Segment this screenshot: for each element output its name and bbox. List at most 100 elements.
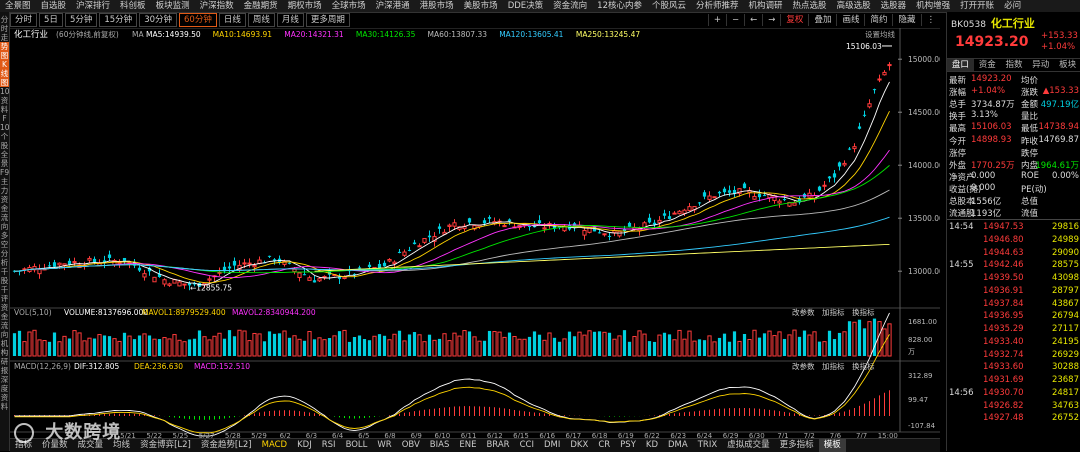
period-0[interactable]: 分时 (10, 13, 38, 27)
left-rail-char-1[interactable]: 时 (0, 24, 9, 33)
quote-tab-1[interactable]: 资金 (978, 60, 996, 70)
indicator-tab-16[interactable]: DMI (543, 440, 561, 450)
left-rail-char-6[interactable]: 线 (0, 69, 9, 78)
left-rail-char-2[interactable]: 走 (0, 33, 9, 42)
simple-mode-button[interactable]: 简约 (864, 14, 892, 26)
left-rail-char-13[interactable]: 个 (0, 132, 9, 141)
left-rail-char-23[interactable]: 向 (0, 222, 9, 231)
left-rail-char-37[interactable]: 构 (0, 348, 9, 357)
menu-item-7[interactable]: 期权市场 (287, 1, 322, 11)
indicator-tab-20[interactable]: KD (645, 440, 659, 450)
indicator-tab-0[interactable]: 指标 (15, 440, 33, 450)
left-rail-char-0[interactable]: 分 (0, 15, 9, 24)
indicator-tab-17[interactable]: DKX (570, 440, 589, 450)
indicator-tab-10[interactable]: WR (377, 440, 392, 450)
indicator-tab-22[interactable]: TRIX (697, 440, 718, 450)
indicator-tab-5[interactable]: 资金趋势[L2] (200, 440, 252, 450)
zoom-in-button[interactable]: + (707, 14, 726, 26)
left-rail-char-8[interactable]: 10 (0, 87, 10, 96)
menu-item-17[interactable]: 机构调研 (748, 1, 783, 11)
period-6[interactable]: 日线 (218, 13, 246, 27)
left-rail-char-27[interactable]: 析 (0, 258, 9, 267)
menu-item-4[interactable]: 板块监测 (155, 1, 190, 11)
left-rail-char-14[interactable]: 股 (0, 141, 9, 150)
hide-button[interactable]: 隐藏 (892, 14, 920, 26)
prev-button[interactable]: ← (744, 14, 762, 26)
zoom-out-button[interactable]: − (726, 14, 744, 26)
menu-item-23[interactable]: 必问 (1004, 1, 1022, 11)
indicator-tab-3[interactable]: 均线 (113, 440, 131, 450)
indicator-tab-25[interactable]: 模板 (818, 439, 846, 452)
indicator-tab-13[interactable]: ENE (459, 440, 477, 450)
menu-item-9[interactable]: 沪深港通 (375, 1, 410, 11)
left-rail-char-9[interactable]: 资 (0, 96, 9, 105)
left-rail-char-34[interactable]: 流 (0, 321, 9, 330)
indicator-tab-8[interactable]: RSI (321, 440, 336, 450)
left-rail-char-40[interactable]: 深 (0, 375, 9, 384)
menu-item-22[interactable]: 打开开账 (960, 1, 995, 11)
period-2[interactable]: 5分钟 (64, 13, 98, 27)
period-5[interactable]: 60分钟 (179, 13, 217, 27)
menu-item-15[interactable]: 个股风云 (652, 1, 687, 11)
left-rail-char-41[interactable]: 度 (0, 384, 9, 393)
left-rail-char-33[interactable]: 金 (0, 312, 9, 321)
left-rail-char-24[interactable]: 多 (0, 231, 9, 240)
indicator-tab-15[interactable]: CCI (519, 440, 534, 450)
kline-chart[interactable]: 15000.00 14500.00 14000.00 13500.00 13000.00… (10, 28, 940, 438)
indicator-tab-21[interactable]: DMA (668, 440, 688, 450)
menu-item-19[interactable]: 高级选股 (836, 1, 871, 11)
menu-item-16[interactable]: 分析师推荐 (696, 1, 739, 11)
left-rail-char-15[interactable]: 全 (0, 150, 9, 159)
period-9[interactable]: 更多周期 (305, 13, 350, 27)
left-rail-char-31[interactable]: 评 (0, 294, 9, 303)
period-3[interactable]: 15分钟 (99, 13, 138, 27)
left-rail-char-16[interactable]: 景 (0, 159, 9, 168)
menu-item-5[interactable]: 沪深指数 (199, 1, 234, 11)
left-rail-char-43[interactable]: 料 (0, 402, 9, 411)
left-rail-char-28[interactable]: 千 (0, 267, 9, 276)
left-rail-char-7[interactable]: 图 (0, 78, 9, 87)
left-rail-char-36[interactable]: 机 (0, 339, 9, 348)
menu-item-3[interactable]: 科创板 (120, 1, 146, 11)
menu-item-13[interactable]: 资金流向 (553, 1, 588, 11)
left-rail-char-42[interactable]: 资 (0, 393, 9, 402)
quote-tab-4[interactable]: 板块 (1059, 60, 1077, 70)
menu-item-8[interactable]: 全球市场 (331, 1, 366, 11)
left-rail-char-17[interactable]: F9 (0, 168, 10, 177)
menu-item-18[interactable]: 热点选股 (792, 1, 827, 11)
menu-item-20[interactable]: 选股器 (880, 1, 907, 11)
menu-item-14[interactable]: 12核心内参 (597, 1, 642, 11)
menu-item-12[interactable]: DDE决策 (507, 1, 544, 11)
next-button[interactable]: → (762, 14, 780, 26)
period-4[interactable]: 30分钟 (139, 13, 178, 27)
left-rail-char-35[interactable]: 向 (0, 330, 9, 339)
quote-tab-2[interactable]: 指数 (1005, 60, 1023, 70)
overlay-button[interactable]: 叠加 (808, 14, 836, 26)
indicator-tab-9[interactable]: BOLL (345, 440, 368, 450)
indicator-tab-18[interactable]: CR (598, 440, 611, 450)
indicator-tab-6[interactable]: MACD (261, 440, 288, 450)
indicator-tab-1[interactable]: 价量数 (42, 440, 68, 450)
period-7[interactable]: 周线 (247, 13, 275, 27)
period-1[interactable]: 5日 (39, 13, 63, 27)
left-rail-char-25[interactable]: 空 (0, 240, 9, 249)
indicator-tab-14[interactable]: BRAR (486, 440, 510, 450)
menu-item-11[interactable]: 美股市场 (463, 1, 498, 11)
left-rail-char-21[interactable]: 金 (0, 204, 9, 213)
left-rail-char-29[interactable]: 股 (0, 276, 9, 285)
menu-item-2[interactable]: 沪深排行 (76, 1, 111, 11)
left-rail-char-11[interactable]: F (2, 114, 7, 123)
indicator-tab-2[interactable]: 成交量 (77, 440, 104, 450)
left-rail-char-5[interactable]: K (0, 60, 9, 69)
more-icon[interactable]: ⋮ (920, 14, 941, 26)
left-rail-char-30[interactable]: 千 (0, 285, 9, 294)
left-rail-char-12[interactable]: 10 (0, 123, 10, 132)
left-rail-char-10[interactable]: 料 (0, 105, 9, 114)
left-rail-char-3[interactable]: 势 (0, 42, 9, 51)
menu-item-6[interactable]: 金融期货 (243, 1, 278, 11)
quote-tab-0[interactable]: 盘口 (947, 59, 974, 71)
left-rail-char-39[interactable]: 报 (0, 366, 9, 375)
indicator-tab-23[interactable]: 虚拟成交量 (727, 440, 770, 450)
menu-item-1[interactable]: 自选股 (40, 1, 67, 11)
left-rail-char-38[interactable]: 研 (0, 357, 9, 366)
